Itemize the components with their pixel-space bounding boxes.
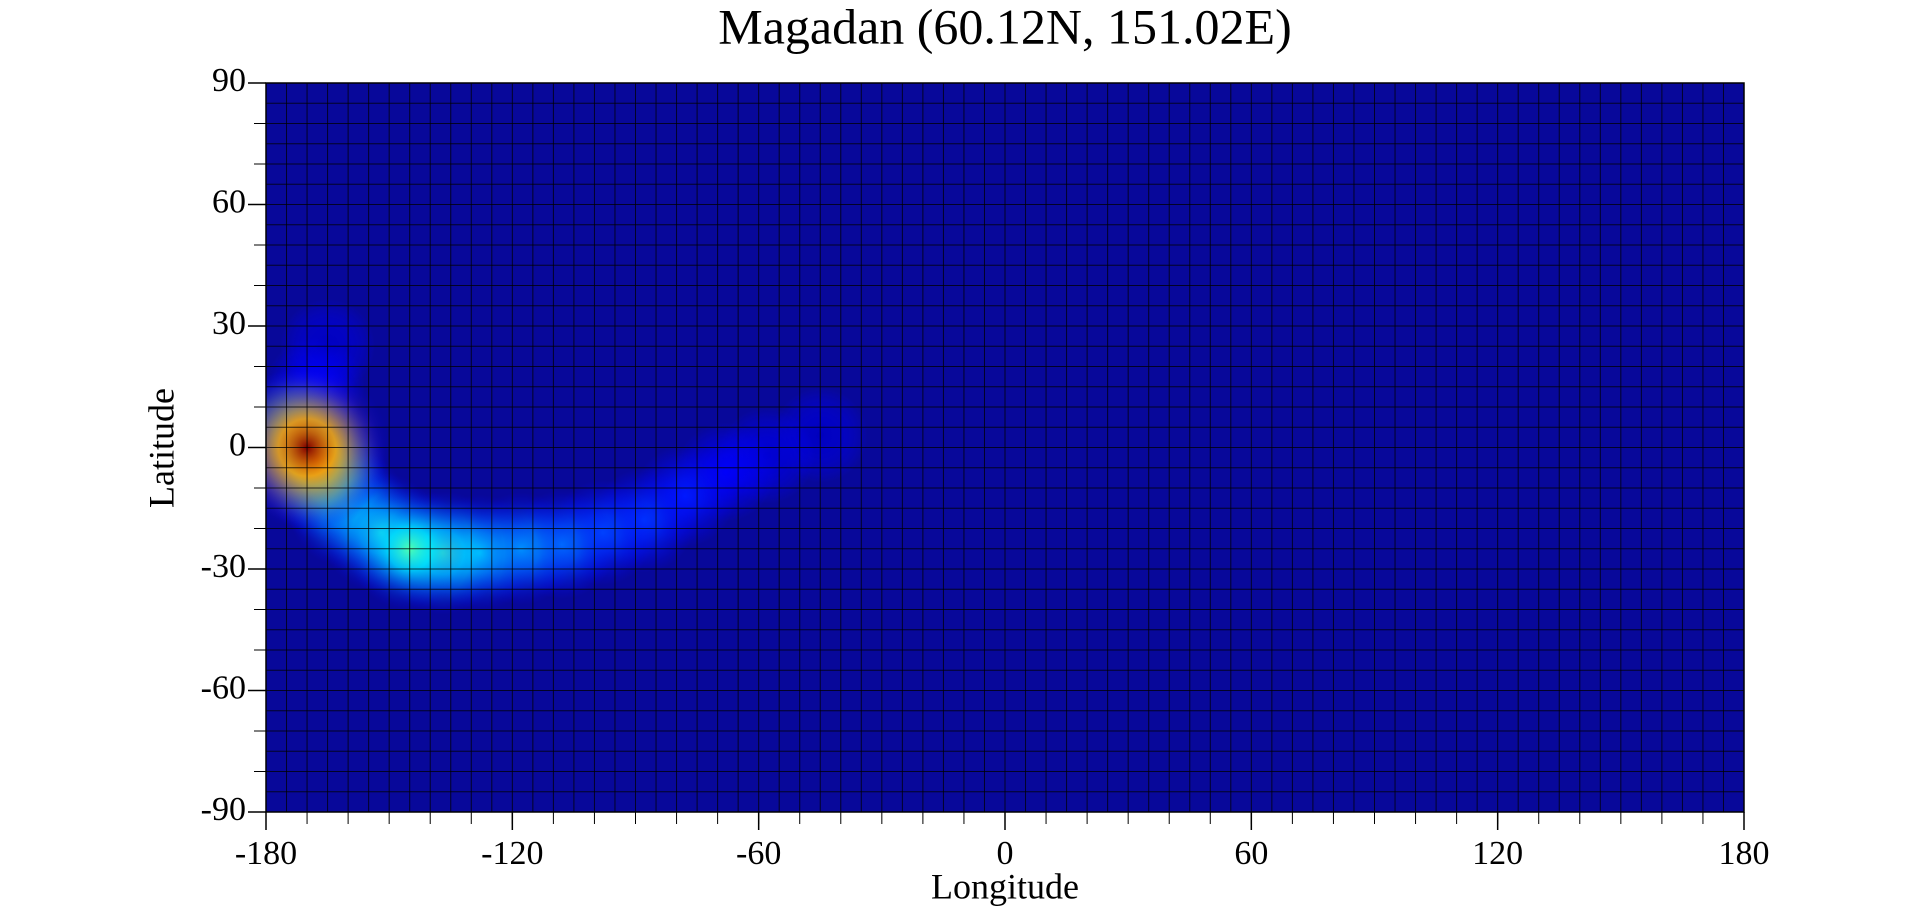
- heat-layer: [266, 298, 868, 615]
- x-tick-label: 0: [997, 835, 1014, 872]
- y-tick-label: 60: [212, 183, 246, 220]
- y-tick-label: 30: [212, 305, 246, 342]
- x-tick-label: -120: [481, 835, 543, 872]
- plot-frame: [265, 82, 1745, 813]
- x-axis-label: Longitude: [931, 866, 1079, 906]
- y-axis-label: Latitude: [141, 388, 181, 508]
- x-tick-label: 180: [1719, 835, 1770, 872]
- y-tick-label: -30: [201, 548, 246, 585]
- x-tick-label: 120: [1472, 835, 1523, 872]
- y-tick-label: 90: [212, 62, 246, 99]
- y-tick-label: 0: [229, 426, 246, 463]
- x-tick-label: -60: [736, 835, 781, 872]
- y-tick-label: -90: [201, 791, 246, 828]
- x-tick-label: 60: [1234, 835, 1268, 872]
- y-tick-label: -60: [201, 669, 246, 706]
- x-tick-label: -180: [235, 835, 297, 872]
- chart-title: Magadan (60.12N, 151.02E): [718, 0, 1292, 54]
